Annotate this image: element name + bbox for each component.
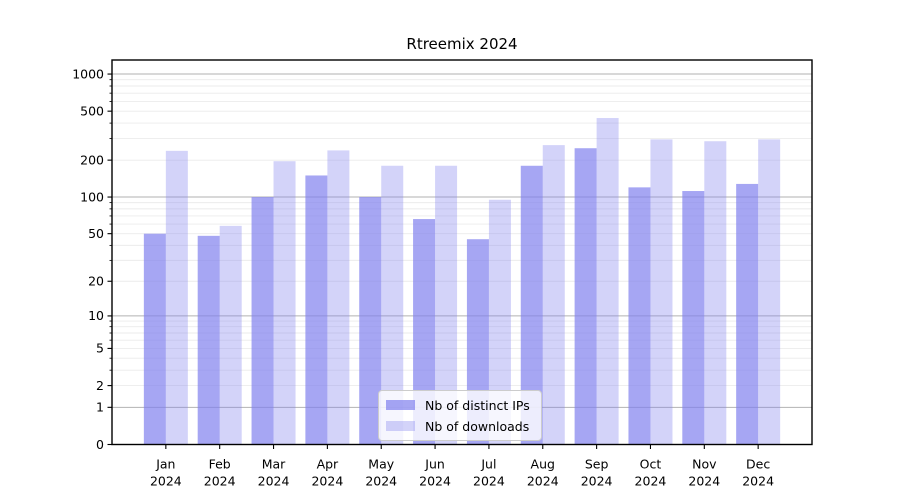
legend: Nb of distinct IPs Nb of downloads [378,390,542,441]
legend-item-downloads: Nb of downloads [386,417,533,435]
y-tick-label-0: 0 [96,437,104,452]
x-tick-year-jan: 2024 [150,474,182,489]
bar-distinct-ips-may [359,197,382,445]
x-tick-label-mar: Mar [262,457,286,472]
bar-downloads-sep [596,118,619,445]
x-tick-year-dec: 2024 [742,474,774,489]
x-tick-label-oct: Oct [640,457,662,472]
bar-downloads-oct [650,139,673,445]
x-tick-label-jan: Jan [155,457,175,472]
bar-downloads-aug [542,145,565,445]
bar-downloads-may [381,165,404,445]
bar-distinct-ips-dec [736,183,759,445]
bar-downloads-jun [435,165,458,445]
y-tick-label-5: 5 [96,341,104,356]
legend-swatch-downloads [386,421,415,431]
x-tick-label-nov: Nov [692,457,717,472]
x-tick-year-apr: 2024 [311,474,343,489]
y-tick-label-100: 100 [80,189,104,204]
x-tick-year-nov: 2024 [688,474,720,489]
legend-label-distinct-ips: Nb of distinct IPs [425,397,530,413]
x-tick-year-oct: 2024 [635,474,667,489]
bar-distinct-ips-aug [520,165,543,445]
x-tick-label-sep: Sep [585,457,609,472]
legend-label-downloads: Nb of downloads [425,418,530,434]
y-tick-label-1000: 1000 [72,66,104,81]
y-tick-label-10: 10 [88,308,104,323]
y-tick-label-50: 50 [88,226,104,241]
x-tick-year-sep: 2024 [581,474,613,489]
y-tick-label-1: 1 [96,400,104,415]
x-tick-year-jul: 2024 [473,474,505,489]
x-tick-label-dec: Dec [746,457,770,472]
bar-distinct-ips-oct [628,187,651,445]
plot-frame [111,59,813,446]
bar-distinct-ips-jun [413,219,436,445]
bar-downloads-apr [327,150,350,445]
x-tick-label-apr: Apr [317,457,339,472]
bar-downloads-jan [165,150,188,445]
x-tick-label-jun: Jun [424,457,445,472]
bar-distinct-ips-nov [682,191,705,445]
y-tick-label-2: 2 [96,378,104,393]
x-tick-year-may: 2024 [365,474,397,489]
x-tick-label-feb: Feb [209,457,231,472]
x-tick-label-aug: Aug [531,457,555,472]
legend-swatch-distinct-ips [386,400,415,410]
x-tick-label-jul: Jul [480,457,496,472]
y-tick-label-200: 200 [80,152,104,167]
x-tick-year-aug: 2024 [527,474,559,489]
bar-downloads-nov [704,141,727,445]
x-tick-year-mar: 2024 [258,474,290,489]
bar-distinct-ips-apr [305,175,328,445]
x-tick-year-feb: 2024 [204,474,236,489]
bar-downloads-dec [758,139,781,445]
bar-downloads-mar [273,161,296,445]
bar-distinct-ips-jan [143,233,166,445]
chart-title: Rtreemix 2024 [406,35,518,53]
bar-downloads-feb [219,225,242,445]
bar-downloads-jul [488,199,511,445]
y-tick-label-20: 20 [88,274,104,289]
x-tick-label-may: May [368,457,394,472]
y-tick-label-500: 500 [80,103,104,118]
bar-distinct-ips-mar [251,197,274,445]
bar-distinct-ips-sep [574,148,597,445]
bar-distinct-ips-feb [197,235,220,445]
x-tick-year-jun: 2024 [419,474,451,489]
legend-item-distinct-ips: Nb of distinct IPs [386,396,533,414]
